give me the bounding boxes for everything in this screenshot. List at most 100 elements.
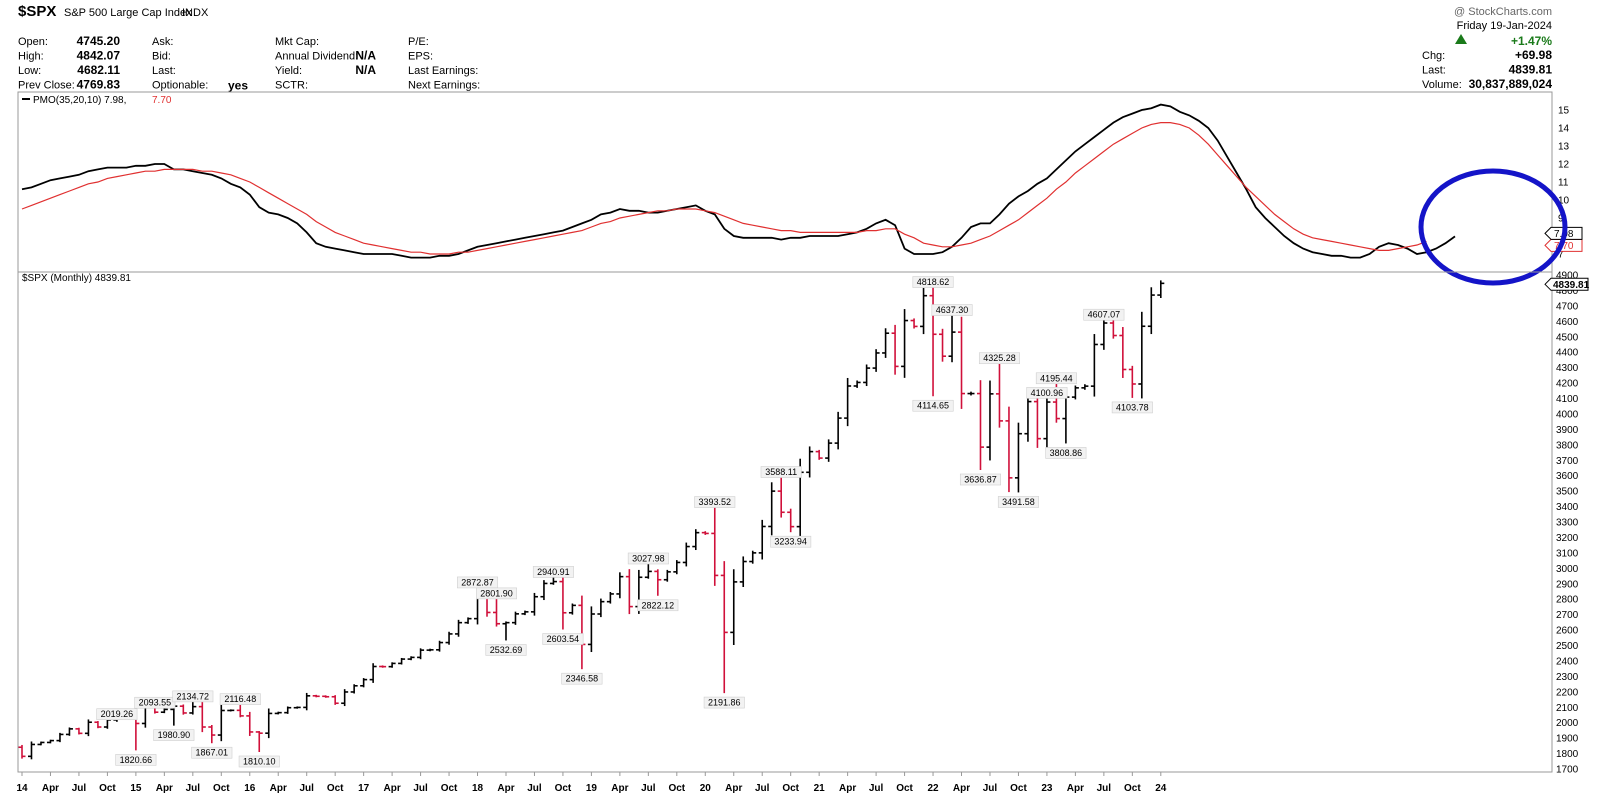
x-tick-label: Apr	[1067, 783, 1084, 794]
price-y-tick: 2000	[1556, 718, 1579, 729]
annotation-label: 3233.94	[774, 537, 807, 547]
price-bar	[976, 380, 984, 470]
price-bar	[160, 708, 168, 714]
header-value: 4769.83	[77, 78, 121, 92]
price-bar	[787, 508, 795, 533]
x-tick-label: Apr	[383, 783, 400, 794]
header-label: Last Earnings:	[408, 65, 478, 77]
price-bar	[407, 656, 415, 661]
price-bar	[426, 648, 434, 652]
price-bar	[692, 529, 700, 551]
annotation-label: 1980.90	[158, 730, 191, 740]
header-label: P/E:	[408, 36, 429, 48]
price-bar	[455, 619, 463, 637]
x-tick-label: 23	[1041, 783, 1053, 794]
price-bar	[1062, 391, 1070, 444]
price-y-tick: 3000	[1556, 564, 1579, 575]
price-bar	[673, 560, 681, 575]
annotation-label: 3491.58	[1002, 497, 1035, 507]
x-tick-label: Apr	[953, 783, 970, 794]
price-annotation: 2116.48	[219, 693, 261, 706]
header-label: Chg:	[1422, 50, 1445, 62]
price-y-tick: 2400	[1556, 656, 1579, 667]
price-bar	[65, 727, 73, 736]
price-bar	[1005, 406, 1013, 493]
price-bar	[27, 741, 35, 760]
price-annotation: 2822.12	[637, 599, 679, 612]
annotation-label: 4100.96	[1031, 388, 1064, 398]
price-bar	[872, 349, 880, 372]
price-bar	[758, 519, 766, 560]
price-bar	[1100, 317, 1108, 350]
price-y-tick: 2900	[1556, 579, 1579, 590]
x-tick-label: 21	[814, 783, 826, 794]
price-bar	[730, 569, 738, 645]
annotation-label: 2134.72	[177, 691, 210, 701]
price-bar	[958, 316, 966, 409]
x-tick-label: Apr	[270, 783, 287, 794]
price-bar	[46, 739, 54, 744]
price-y-tick: 2500	[1556, 641, 1579, 652]
x-tick-label: Oct	[99, 783, 116, 794]
price-annotation: 3393.52	[694, 496, 736, 508]
pmo-y-tick: 7	[1558, 250, 1564, 261]
annotation-label: 1820.66	[120, 755, 153, 765]
price-bar	[398, 657, 406, 665]
price-y-tick: 4900	[1556, 271, 1579, 282]
price-bar	[189, 701, 197, 715]
pmo-signal-line	[21, 121, 1427, 255]
price-bar	[711, 507, 719, 586]
price-bar	[995, 363, 1003, 428]
price-bar	[654, 569, 662, 596]
price-y-tick: 3200	[1556, 533, 1579, 544]
price-annotation: 2093.55	[134, 696, 176, 709]
annotation-label: 4114.65	[917, 401, 949, 411]
price-bar	[834, 411, 842, 450]
price-bar	[179, 704, 187, 715]
price-bar	[663, 569, 671, 582]
price-bar	[749, 550, 757, 564]
annotation-label: 4325.28	[983, 353, 1016, 363]
price-bar	[863, 364, 871, 387]
header-label: Mkt Cap:	[275, 36, 319, 48]
annotation-label: 2093.55	[139, 698, 172, 708]
price-bar	[1147, 287, 1155, 335]
price-bar	[227, 709, 235, 712]
x-tick-label: Jul	[72, 783, 87, 794]
price-bar	[644, 563, 652, 579]
price-annotation: 2191.86	[703, 696, 745, 709]
price-bar	[293, 706, 301, 709]
price-bar	[882, 328, 890, 358]
x-tick-label: Jul	[869, 783, 884, 794]
pmo-y-tick: 12	[1558, 160, 1570, 171]
x-tick-label: Oct	[555, 783, 572, 794]
price-bar	[777, 477, 785, 518]
header-label: Optionable:	[152, 80, 208, 92]
exchange-label: INDX	[182, 7, 209, 19]
header-value: N/A	[355, 63, 376, 77]
x-tick-label: Jul	[413, 783, 428, 794]
price-y-tick: 1800	[1556, 749, 1579, 760]
price-y-tick: 4100	[1556, 394, 1579, 405]
price-annotation: 3233.94	[770, 535, 812, 548]
price-annotation: 2532.69	[485, 644, 527, 656]
price-bar	[806, 446, 814, 478]
header-label: EPS:	[408, 51, 433, 63]
price-annotation: 4637.30	[931, 304, 973, 316]
price-bar	[549, 577, 557, 585]
price-bar	[217, 704, 225, 742]
price-bar	[559, 573, 567, 630]
header-value: yes	[228, 79, 248, 93]
price-bar	[322, 695, 330, 698]
x-tick-label: Oct	[441, 783, 458, 794]
annotation-label: 3808.86	[1050, 448, 1083, 458]
price-annotation: 1820.66	[115, 754, 157, 766]
annotation-label: 4637.30	[936, 305, 969, 315]
price-bar	[208, 725, 216, 744]
x-tick-label: 16	[244, 783, 256, 794]
x-tick-label: Oct	[782, 783, 799, 794]
price-y-tick: 3400	[1556, 502, 1579, 513]
price-bar	[1128, 365, 1136, 398]
price-annotation: 2134.72	[172, 690, 214, 703]
